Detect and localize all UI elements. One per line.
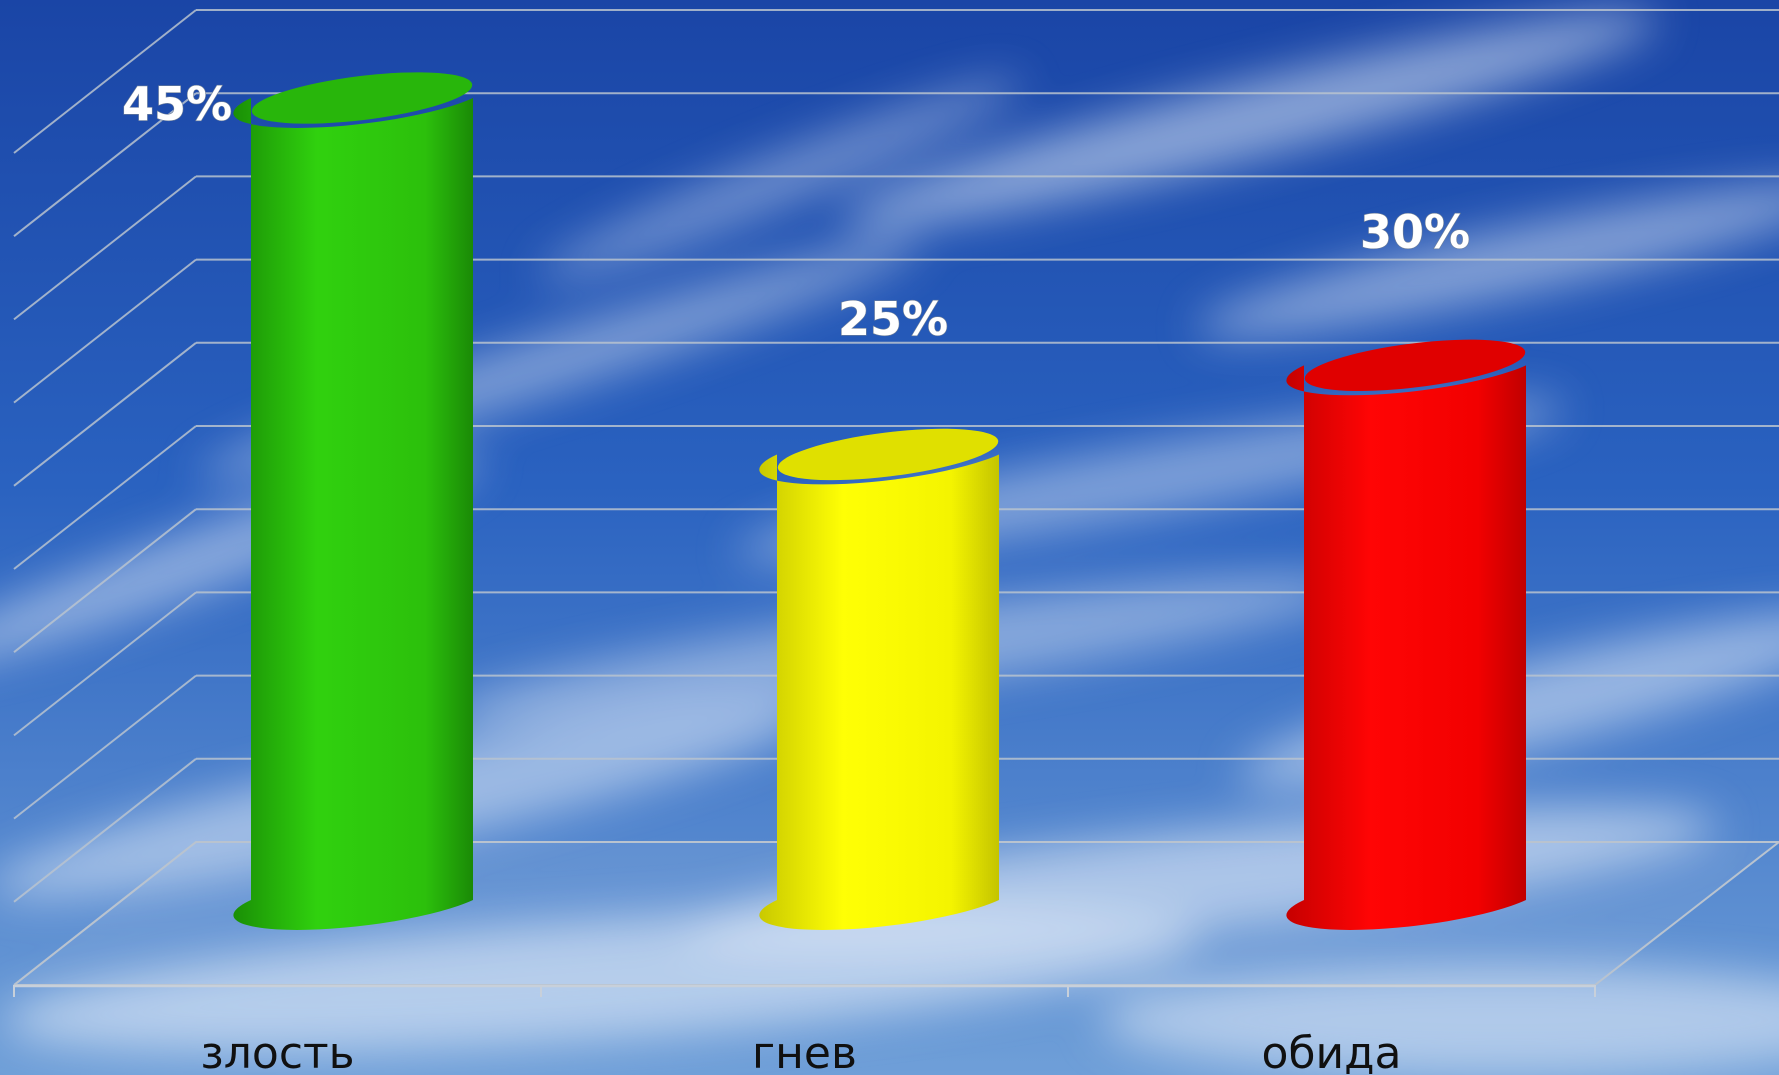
bar-top-shade (1304, 339, 1526, 392)
bar-top-cap (251, 72, 473, 124)
bar-top-cap (1304, 339, 1526, 392)
data-label: 30% (1360, 205, 1470, 259)
bar-body (1286, 365, 1526, 930)
side-gridline (13, 508, 197, 653)
x-axis-tick-labels: злость гнев обида (200, 1028, 1401, 1075)
side-gridline (13, 175, 197, 321)
bar-top-shade (777, 428, 999, 481)
side-gridline (13, 258, 197, 404)
side-gridline (13, 9, 197, 154)
bar-обида (1286, 339, 1526, 930)
x-tick-label: гнев (752, 1028, 857, 1075)
x-tick-label: обида (1261, 1028, 1401, 1075)
bar-body (759, 454, 999, 930)
side-gridline (13, 591, 197, 737)
side-gridline (13, 425, 197, 570)
side-gridline (13, 674, 197, 820)
data-labels: 45% 25% 30% (121, 76, 1470, 346)
bar-body (233, 98, 473, 930)
data-label: 45% (122, 77, 232, 131)
bar-top-cap (777, 428, 999, 481)
data-label: 25% (838, 292, 948, 346)
side-gridline (13, 342, 197, 487)
x-tick-label: злость (200, 1028, 354, 1075)
side-gridline (13, 758, 197, 903)
side-gridline (13, 92, 197, 237)
bar-top-shade (251, 72, 473, 124)
bar-злость (233, 72, 473, 930)
chart-bars (233, 72, 1526, 930)
bar-гнев (759, 428, 999, 930)
